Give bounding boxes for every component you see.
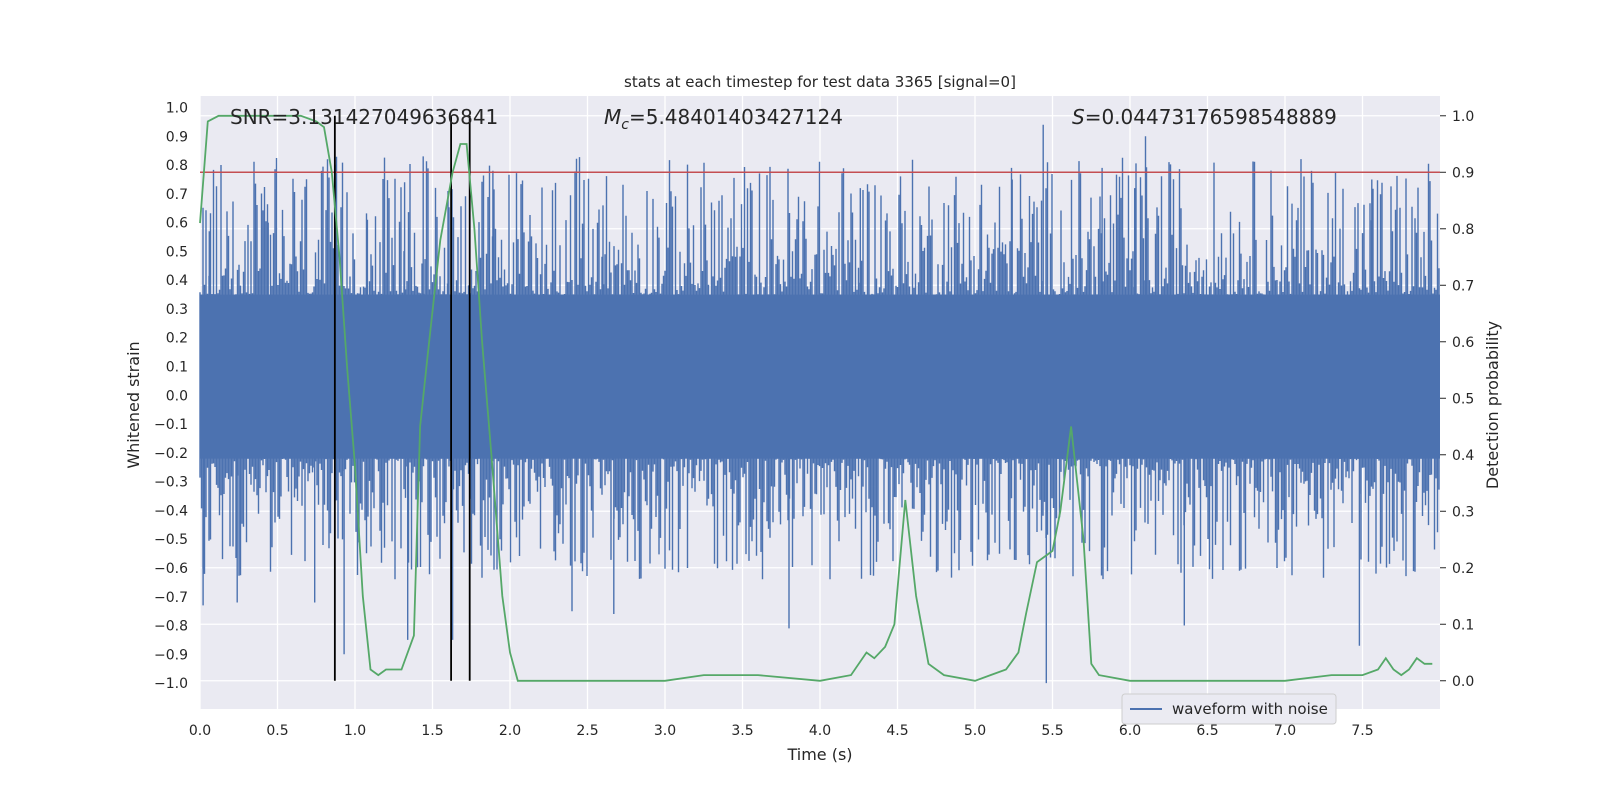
- x-axis-label: Time (s): [786, 745, 852, 764]
- detection-probability-line: [199, 114, 1433, 682]
- mc-subscript: c: [621, 117, 629, 133]
- left-y-tick-label: 0.6: [166, 216, 188, 232]
- left-y-tick-label: −0.4: [154, 503, 188, 519]
- x-tick-label: 7.0: [1274, 723, 1296, 739]
- chart-title: stats at each timestep for test data 336…: [624, 73, 1016, 91]
- snr-annotation: SNR=3.131427049636841: [230, 105, 498, 129]
- left-y-axis-label: Whitened strain: [124, 341, 143, 468]
- left-y-tick-label: 0.9: [166, 129, 188, 145]
- left-y-tick-label: 0.8: [166, 158, 188, 174]
- x-tick-label: 0.0: [189, 723, 211, 739]
- x-tick-label: 1.5: [421, 723, 443, 739]
- right-y-axis-label: Detection probability: [1483, 321, 1502, 489]
- legend-label: waveform with noise: [1172, 700, 1328, 718]
- right-y-tick-label: 1.0: [1452, 109, 1474, 125]
- right-y-tick-label: 0.3: [1452, 504, 1474, 520]
- left-y-tick-label: −0.9: [154, 647, 188, 663]
- right-y-axis-ticks: 1.0 0.9 0.8 0.7 0.6 0.5 0.4 0.3 0.2 0.1 0.0: [1440, 109, 1474, 690]
- waveform-trace: [199, 124, 1440, 684]
- left-y-tick-label: 0.3: [166, 302, 188, 318]
- left-y-tick-label: −0.1: [154, 417, 188, 433]
- legend-box: [1121, 693, 1337, 725]
- x-tick-label: 5.5: [1041, 723, 1063, 739]
- x-tick-label: 2.5: [576, 723, 598, 739]
- s-symbol: S: [1072, 105, 1085, 129]
- right-y-tick-label: 0.5: [1452, 391, 1474, 407]
- left-y-tick-label: −1.0: [154, 676, 188, 692]
- chirp-mass-annotation: Mc=5.48401403427124: [604, 105, 843, 133]
- right-y-tick-label: 0.9: [1452, 165, 1474, 181]
- x-tick-label: 7.5: [1351, 723, 1373, 739]
- x-tick-label: 3.0: [654, 723, 676, 739]
- waveform-with-noise-series: [199, 124, 1440, 684]
- left-y-tick-label: −0.6: [154, 561, 188, 577]
- left-y-tick-label: 0.5: [166, 244, 188, 260]
- s-annotation: S=0.04473176598548889: [1072, 105, 1337, 129]
- x-tick-label: 3.5: [731, 723, 753, 739]
- x-tick-label: 1.0: [344, 723, 366, 739]
- left-y-tick-label: 1.0: [166, 101, 188, 117]
- legend: waveform with noise: [1121, 693, 1337, 725]
- right-y-tick-label: 0.7: [1452, 278, 1474, 294]
- left-y-tick-label: −0.8: [154, 619, 188, 635]
- x-axis-ticks: 0.0 0.5 1.0 1.5 2.0 2.5 3.0 3.5 4.0 4.5 5.0 5.5 6.0 6…: [189, 723, 1374, 739]
- left-y-tick-label: 0.7: [166, 187, 188, 203]
- mc-symbol: M: [604, 105, 621, 129]
- x-tick-label: 0.5: [266, 723, 288, 739]
- x-tick-label: 4.0: [809, 723, 831, 739]
- right-y-tick-label: 0.6: [1452, 335, 1474, 351]
- left-y-axis-ticks: 1.0 0.9 0.8 0.7 0.6 0.5 0.4 0.3 0.2 0.1 0.0 −0.1 −0.…: [154, 101, 188, 693]
- x-tick-label: 6.0: [1119, 723, 1141, 739]
- right-y-tick-label: 0.2: [1452, 561, 1474, 577]
- s-value: =0.04473176598548889: [1085, 105, 1337, 129]
- mc-value: =5.48401403427124: [629, 105, 843, 129]
- left-y-tick-label: 0.2: [166, 331, 188, 347]
- right-y-tick-label: 0.8: [1452, 222, 1474, 238]
- right-y-tick-label: 0.0: [1452, 674, 1474, 690]
- right-y-tick-label: 0.4: [1452, 448, 1474, 464]
- left-y-tick-label: 0.1: [166, 360, 188, 376]
- left-y-tick-label: −0.2: [154, 446, 188, 462]
- left-y-tick-label: −0.5: [154, 532, 188, 548]
- right-y-tick-label: 0.1: [1452, 617, 1474, 633]
- left-y-tick-label: 0.4: [166, 273, 188, 289]
- left-y-tick-label: 0.0: [166, 388, 188, 404]
- x-tick-label: 5.0: [964, 723, 986, 739]
- x-tick-label: 2.0: [499, 723, 521, 739]
- x-tick-label: 6.5: [1196, 723, 1218, 739]
- x-tick-label: 4.5: [886, 723, 908, 739]
- left-y-tick-label: −0.7: [154, 590, 188, 606]
- left-y-tick-label: −0.3: [154, 475, 188, 491]
